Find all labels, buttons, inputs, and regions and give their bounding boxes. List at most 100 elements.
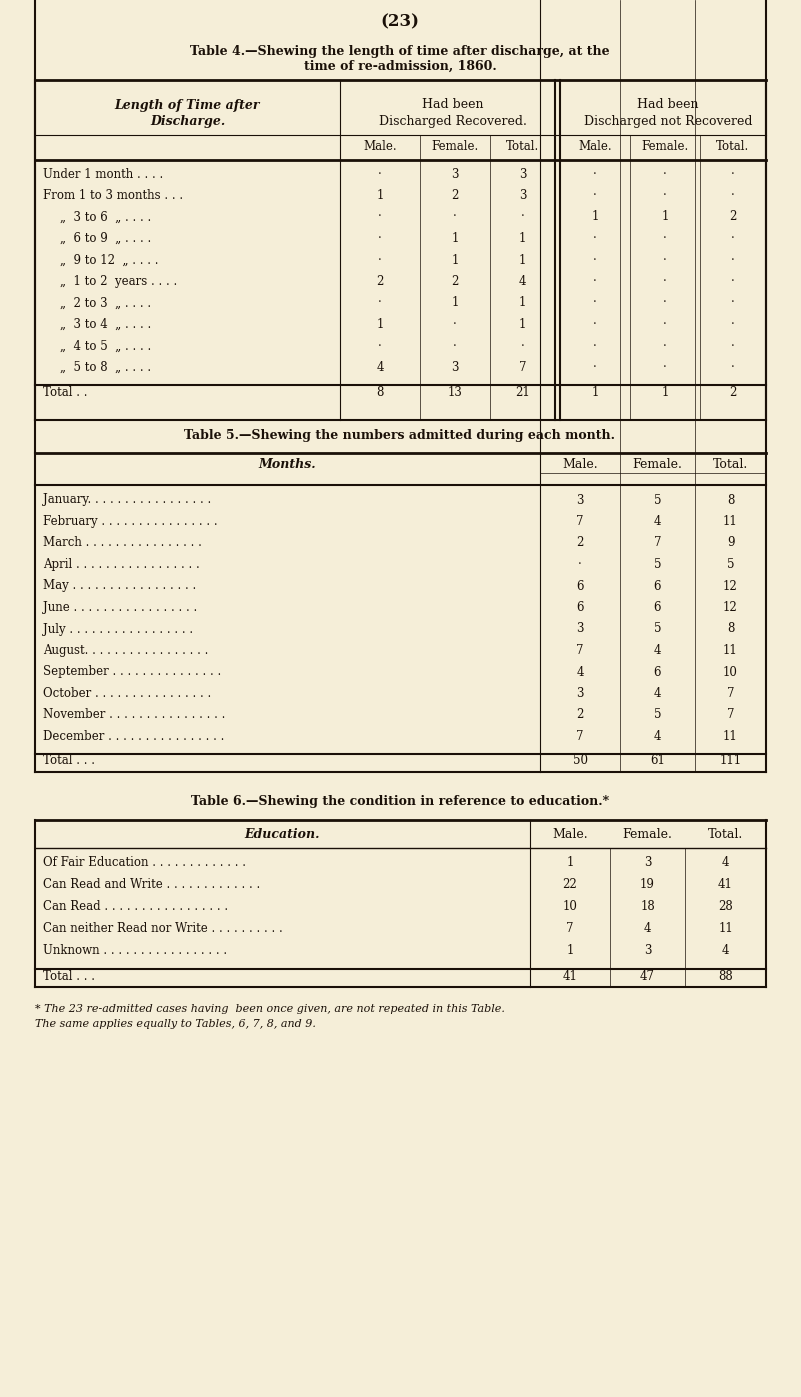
Text: 1: 1 <box>451 232 459 244</box>
Text: ·: · <box>731 275 735 288</box>
Text: 1: 1 <box>519 232 526 244</box>
Text: ·: · <box>593 253 597 267</box>
Text: ·: · <box>731 360 735 374</box>
Text: ·: · <box>731 232 735 244</box>
Text: 41: 41 <box>718 879 733 891</box>
Text: 5: 5 <box>727 557 735 571</box>
Text: 50: 50 <box>573 754 587 767</box>
Text: October . . . . . . . . . . . . . . . .: October . . . . . . . . . . . . . . . . <box>43 687 211 700</box>
Text: Total.: Total. <box>708 827 743 841</box>
Text: ·: · <box>593 360 597 374</box>
Text: Total.: Total. <box>713 458 748 472</box>
Text: „  9 to 12  „ . . . .: „ 9 to 12 „ . . . . <box>60 253 159 267</box>
Text: 1: 1 <box>519 253 526 267</box>
Text: September . . . . . . . . . . . . . . .: September . . . . . . . . . . . . . . . <box>43 665 221 679</box>
Text: 3: 3 <box>644 856 651 869</box>
Text: 4: 4 <box>722 856 729 869</box>
Text: Discharged not Recovered: Discharged not Recovered <box>584 116 752 129</box>
Text: Female.: Female. <box>432 141 479 154</box>
Text: 7: 7 <box>576 515 584 528</box>
Text: 5: 5 <box>654 708 662 721</box>
Text: 3: 3 <box>644 944 651 957</box>
Text: * The 23 re-admitted cases having  been once given, are not repeated in this Tab: * The 23 re-admitted cases having been o… <box>35 1004 505 1014</box>
Text: Discharged Recovered.: Discharged Recovered. <box>379 116 526 129</box>
Text: 8: 8 <box>376 386 384 398</box>
Text: ·: · <box>731 168 735 180</box>
Text: 28: 28 <box>718 901 733 914</box>
Text: 1: 1 <box>451 253 459 267</box>
Text: 2: 2 <box>576 536 584 549</box>
Text: 6: 6 <box>576 580 584 592</box>
Text: 4: 4 <box>376 360 384 374</box>
Text: ·: · <box>593 296 597 310</box>
Text: Under 1 month . . . .: Under 1 month . . . . <box>43 168 163 180</box>
Text: Female.: Female. <box>622 827 672 841</box>
Text: ·: · <box>593 339 597 352</box>
Text: Can neither Read nor Write . . . . . . . . . .: Can neither Read nor Write . . . . . . .… <box>43 922 283 936</box>
Text: 3: 3 <box>576 493 584 507</box>
Text: Female.: Female. <box>642 141 689 154</box>
Text: 12: 12 <box>723 580 738 592</box>
Text: ·: · <box>663 253 667 267</box>
Text: 11: 11 <box>723 515 738 528</box>
Text: 6: 6 <box>654 601 662 615</box>
Text: ·: · <box>521 339 525 352</box>
Text: Male.: Male. <box>363 141 396 154</box>
Text: ·: · <box>731 189 735 203</box>
Text: 1: 1 <box>566 944 574 957</box>
Text: 11: 11 <box>718 922 733 936</box>
Text: 1: 1 <box>566 856 574 869</box>
Text: ·: · <box>578 557 582 571</box>
Text: 1: 1 <box>451 296 459 310</box>
Text: February . . . . . . . . . . . . . . . .: February . . . . . . . . . . . . . . . . <box>43 515 218 528</box>
Text: 1: 1 <box>519 319 526 331</box>
Text: 1: 1 <box>376 189 384 203</box>
Text: Discharge.: Discharge. <box>150 116 225 129</box>
Text: Male.: Male. <box>578 141 612 154</box>
Text: 2: 2 <box>451 275 459 288</box>
Text: April . . . . . . . . . . . . . . . . .: April . . . . . . . . . . . . . . . . . <box>43 557 199 571</box>
Text: 41: 41 <box>562 970 578 982</box>
Text: 4: 4 <box>519 275 526 288</box>
Text: „  2 to 3  „ . . . .: „ 2 to 3 „ . . . . <box>60 296 151 310</box>
Text: Of Fair Education . . . . . . . . . . . . .: Of Fair Education . . . . . . . . . . . … <box>43 856 246 869</box>
Text: 2: 2 <box>376 275 384 288</box>
Text: 111: 111 <box>719 754 742 767</box>
Text: ·: · <box>663 296 667 310</box>
Text: ·: · <box>378 232 382 244</box>
Text: 7: 7 <box>566 922 574 936</box>
Text: From 1 to 3 months . . .: From 1 to 3 months . . . <box>43 189 183 203</box>
Text: ·: · <box>378 253 382 267</box>
Text: „  1 to 2  years . . . .: „ 1 to 2 years . . . . <box>60 275 177 288</box>
Text: Female.: Female. <box>633 458 682 472</box>
Text: ·: · <box>453 319 457 331</box>
Text: Total . .: Total . . <box>43 386 87 398</box>
Text: Had been: Had been <box>422 99 483 112</box>
Text: ·: · <box>731 319 735 331</box>
Text: 3: 3 <box>519 168 526 180</box>
Text: Total . . .: Total . . . <box>43 754 95 767</box>
Text: 22: 22 <box>562 879 578 891</box>
Text: 10: 10 <box>723 665 738 679</box>
Text: „  6 to 9  „ . . . .: „ 6 to 9 „ . . . . <box>60 232 151 244</box>
Text: Had been: Had been <box>638 99 698 112</box>
Text: 1: 1 <box>591 386 598 398</box>
Text: „  3 to 4  „ . . . .: „ 3 to 4 „ . . . . <box>60 319 151 331</box>
Text: ·: · <box>521 211 525 224</box>
Text: ·: · <box>731 253 735 267</box>
Text: (23): (23) <box>380 14 420 31</box>
Text: 3: 3 <box>451 360 459 374</box>
Text: 8: 8 <box>727 493 735 507</box>
Text: 2: 2 <box>730 386 737 398</box>
Text: ·: · <box>378 296 382 310</box>
Text: 3: 3 <box>576 623 584 636</box>
Text: 4: 4 <box>644 922 651 936</box>
Text: Total.: Total. <box>506 141 539 154</box>
Text: ·: · <box>593 168 597 180</box>
Text: 2: 2 <box>576 708 584 721</box>
Text: August. . . . . . . . . . . . . . . . .: August. . . . . . . . . . . . . . . . . <box>43 644 208 657</box>
Text: The same applies equally to Tables, 6, 7, 8, and 9.: The same applies equally to Tables, 6, 7… <box>35 1018 316 1030</box>
Text: ·: · <box>663 339 667 352</box>
Text: 1: 1 <box>519 296 526 310</box>
Text: ·: · <box>663 168 667 180</box>
